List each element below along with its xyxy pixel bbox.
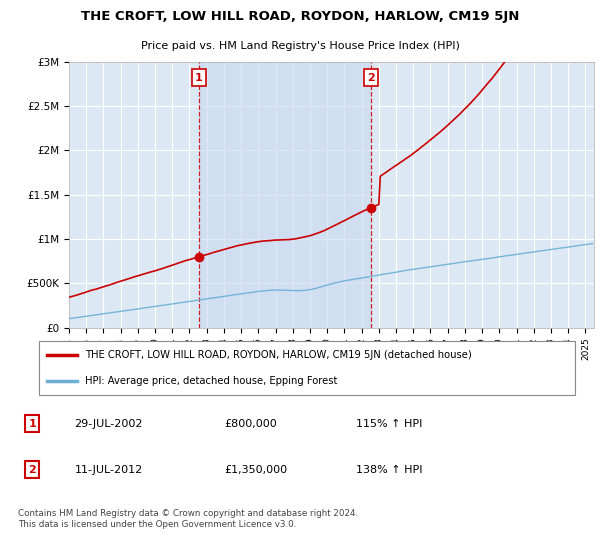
Text: 2: 2 — [28, 465, 36, 475]
Text: THE CROFT, LOW HILL ROAD, ROYDON, HARLOW, CM19 5JN (detached house): THE CROFT, LOW HILL ROAD, ROYDON, HARLOW… — [85, 349, 472, 360]
FancyBboxPatch shape — [39, 341, 575, 395]
Text: 1: 1 — [195, 73, 203, 82]
Bar — [199, 62, 371, 328]
Text: THE CROFT, LOW HILL ROAD, ROYDON, HARLOW, CM19 5JN: THE CROFT, LOW HILL ROAD, ROYDON, HARLOW… — [81, 10, 519, 23]
Text: 11-JUL-2012: 11-JUL-2012 — [74, 465, 143, 475]
Text: 29-JUL-2002: 29-JUL-2002 — [74, 418, 143, 428]
Text: 138% ↑ HPI: 138% ↑ HPI — [356, 465, 423, 475]
Text: 115% ↑ HPI: 115% ↑ HPI — [356, 418, 423, 428]
Text: Contains HM Land Registry data © Crown copyright and database right 2024.
This d: Contains HM Land Registry data © Crown c… — [18, 509, 358, 529]
Text: £1,350,000: £1,350,000 — [224, 465, 287, 475]
Text: £800,000: £800,000 — [224, 418, 277, 428]
Text: 2: 2 — [367, 73, 375, 82]
Text: Price paid vs. HM Land Registry's House Price Index (HPI): Price paid vs. HM Land Registry's House … — [140, 41, 460, 51]
Text: 1: 1 — [28, 418, 36, 428]
Text: HPI: Average price, detached house, Epping Forest: HPI: Average price, detached house, Eppi… — [85, 376, 337, 386]
